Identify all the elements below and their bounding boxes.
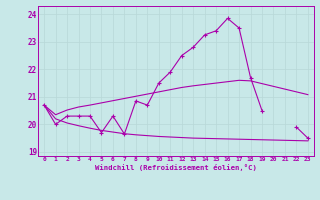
X-axis label: Windchill (Refroidissement éolien,°C): Windchill (Refroidissement éolien,°C): [95, 164, 257, 171]
